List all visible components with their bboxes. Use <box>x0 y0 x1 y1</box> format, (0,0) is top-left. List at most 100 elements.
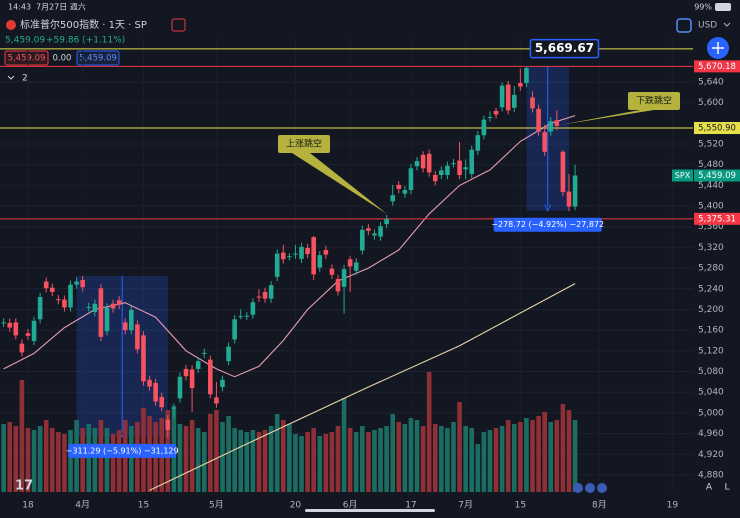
y-tick-label: 5,600 <box>698 98 724 108</box>
y-tick-label: 5,400 <box>698 202 724 212</box>
volume-bar <box>530 420 535 492</box>
volume-bar <box>426 372 432 492</box>
event-icon[interactable] <box>573 483 583 493</box>
indicator-toggle[interactable] <box>7 75 15 80</box>
callout-text: 下跌跳空 <box>636 95 672 107</box>
volume-bar <box>445 428 450 492</box>
log-scale[interactable]: L <box>724 483 729 493</box>
currency[interactable]: USD <box>698 21 717 31</box>
candle-body <box>226 346 231 362</box>
candle-body <box>86 306 92 308</box>
buy-box[interactable] <box>76 50 120 66</box>
candle-body <box>80 279 85 288</box>
y-tick-label: 5,040 <box>698 388 724 398</box>
volume-bar <box>238 430 244 492</box>
x-tick-label: 15 <box>138 501 149 511</box>
candle-body <box>414 161 420 167</box>
candle-body <box>232 319 237 340</box>
y-tick-label: 4,920 <box>698 450 724 460</box>
status-date: 7月27日 週六 <box>36 2 86 12</box>
candle-body <box>208 359 213 395</box>
measure-label-box <box>493 217 602 232</box>
home-indicator <box>305 509 435 512</box>
volume-bar <box>353 432 359 492</box>
y-tick-label: 5,440 <box>698 181 724 191</box>
volume-bar <box>499 426 505 492</box>
candle-body <box>481 119 487 136</box>
symbol-logo[interactable] <box>6 20 16 30</box>
moving-average <box>3 115 576 378</box>
volume-bar <box>226 416 231 492</box>
price-line-label: 5,670.18 <box>698 62 736 72</box>
candle-body <box>463 167 468 170</box>
peak-label-box <box>529 38 600 59</box>
volume-bar <box>566 410 572 492</box>
candle-body <box>530 97 535 109</box>
ask[interactable]: 5,459.09 <box>79 54 117 64</box>
candle-body <box>323 250 329 255</box>
candle-body <box>293 253 298 255</box>
candle-body <box>287 256 292 258</box>
candle-body <box>129 309 134 331</box>
event-icon[interactable] <box>597 483 607 493</box>
y-tick-label: 5,360 <box>698 222 724 232</box>
y-tick-label: 4,880 <box>698 470 724 480</box>
candle-body <box>25 333 31 336</box>
peak-label: 5,669.67 <box>535 41 594 55</box>
symbol-title[interactable]: 标准普尔500指数 · 1天 · SP <box>20 18 147 31</box>
volume-bar <box>31 430 37 492</box>
candle-body <box>68 284 73 308</box>
close-button[interactable] <box>171 18 186 32</box>
candle-body <box>548 121 554 132</box>
candle-body <box>268 285 274 299</box>
candle-body <box>147 379 152 387</box>
measure-label-box <box>68 443 177 458</box>
volume-bar <box>524 418 529 492</box>
measure-arrowhead <box>544 204 552 212</box>
y-tick-label: 4,960 <box>698 429 724 439</box>
volume-bar <box>372 430 377 492</box>
tv-logo[interactable]: 17 <box>15 479 33 494</box>
candle-body <box>98 288 104 337</box>
candle-body <box>7 322 13 328</box>
candle-body <box>141 335 146 382</box>
volume-bar <box>299 436 304 492</box>
currency-chevron[interactable] <box>723 22 731 27</box>
candle-body <box>37 297 43 320</box>
candle-body <box>31 320 37 342</box>
volume-bar <box>1 424 6 492</box>
sell-box[interactable] <box>4 50 49 66</box>
volume-bar <box>384 426 389 492</box>
spread: 0.00 <box>53 54 72 64</box>
x-tick-label: 4月 <box>75 500 90 511</box>
volume-bar <box>80 428 85 492</box>
volume-bar <box>262 430 268 492</box>
volume-bar <box>7 422 13 492</box>
candle-body <box>122 322 128 331</box>
candle-body <box>110 303 116 309</box>
window-icon[interactable] <box>676 18 692 33</box>
auto-scale[interactable]: A <box>706 483 713 493</box>
volume-bar <box>116 430 122 492</box>
price-change: +59.86 (+1.11%) <box>46 36 125 46</box>
candle-body <box>524 67 529 83</box>
bid[interactable]: 5,459.09 <box>8 54 46 64</box>
symbol-tag-label: SPX <box>675 171 691 180</box>
candle-body <box>116 300 122 305</box>
volume-bar <box>311 428 316 492</box>
volume-bar <box>49 428 55 492</box>
volume-bar <box>13 426 19 492</box>
volume-bar <box>463 426 468 492</box>
volume-bar <box>104 428 110 492</box>
event-icon[interactable] <box>585 483 595 493</box>
volume-bar <box>554 420 560 492</box>
candle-body <box>238 316 244 318</box>
volume-bar <box>560 404 566 492</box>
candle-body <box>390 195 395 202</box>
volume-bar <box>548 422 554 492</box>
volume-bar <box>19 380 25 492</box>
candle-body <box>402 190 408 194</box>
volume-bar <box>518 422 523 492</box>
y-tick-label: 5,000 <box>698 408 724 418</box>
indicator-count[interactable]: 2 <box>22 74 28 84</box>
